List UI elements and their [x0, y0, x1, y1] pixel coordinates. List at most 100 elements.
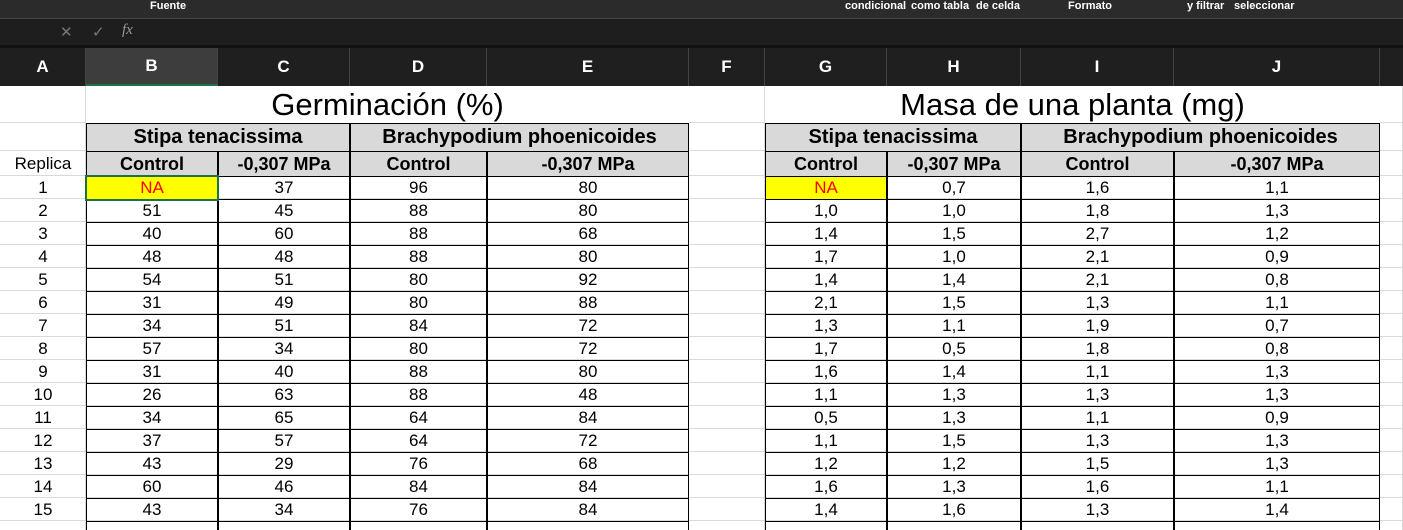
data-cell[interactable]: 84 [350, 314, 487, 338]
column-header[interactable]: I [1021, 48, 1174, 86]
data-cell[interactable]: 2,7 [1021, 222, 1174, 246]
data-cell[interactable]: 51 [86, 199, 218, 223]
grid-cell[interactable] [1380, 291, 1403, 314]
data-cell[interactable]: 1,4 [887, 360, 1021, 384]
cancel-icon[interactable]: ✕ [60, 24, 73, 41]
data-cell[interactable]: 40 [86, 222, 218, 246]
data-cell[interactable]: 1,7 [765, 337, 887, 361]
data-cell[interactable]: 34 [218, 337, 350, 361]
data-cell[interactable]: 54 [86, 268, 218, 292]
data-cell[interactable]: 1,1 [887, 314, 1021, 338]
data-cell[interactable] [487, 521, 689, 530]
data-cell[interactable]: 80 [487, 199, 689, 223]
grid-cell[interactable] [1380, 452, 1403, 475]
data-cell[interactable] [1174, 521, 1380, 530]
data-cell[interactable]: NA [86, 176, 218, 200]
data-cell[interactable] [1021, 521, 1174, 530]
data-cell[interactable]: 80 [487, 245, 689, 269]
data-cell[interactable]: 1,5 [1021, 452, 1174, 476]
data-cell[interactable]: 88 [350, 383, 487, 407]
data-cell[interactable]: 72 [487, 337, 689, 361]
data-cell[interactable] [350, 521, 487, 530]
grid-cell[interactable] [0, 245, 86, 268]
data-cell[interactable] [86, 521, 218, 530]
data-cell[interactable]: 1,3 [887, 383, 1021, 407]
data-cell[interactable]: 80 [350, 337, 487, 361]
data-cell[interactable]: 76 [350, 452, 487, 476]
data-cell[interactable]: 60 [218, 222, 350, 246]
data-cell[interactable]: 43 [86, 498, 218, 522]
grid-cell[interactable] [0, 151, 86, 176]
grid-cell[interactable] [1380, 151, 1403, 176]
grid-cell[interactable] [1380, 521, 1403, 530]
data-cell[interactable]: 49 [218, 291, 350, 315]
data-cell[interactable]: 40 [218, 360, 350, 384]
data-cell[interactable]: 45 [218, 199, 350, 223]
data-cell[interactable]: 84 [487, 406, 689, 430]
data-cell[interactable]: 1,6 [887, 498, 1021, 522]
grid-cell[interactable] [0, 498, 86, 521]
data-cell[interactable]: 1,3 [1174, 429, 1380, 453]
grid-cell[interactable] [1380, 429, 1403, 452]
grid-cell[interactable] [1380, 268, 1403, 291]
grid-cell[interactable] [689, 475, 765, 498]
data-cell[interactable]: 88 [350, 222, 487, 246]
data-cell[interactable]: 1,3 [887, 406, 1021, 430]
data-cell[interactable]: 2,1 [1021, 268, 1174, 292]
grid-cell[interactable] [689, 429, 765, 452]
data-cell[interactable]: 0,8 [1174, 268, 1380, 292]
data-cell[interactable]: 1,8 [1021, 337, 1174, 361]
grid-cell[interactable] [689, 245, 765, 268]
data-cell[interactable]: 92 [487, 268, 689, 292]
grid-cell[interactable] [1380, 86, 1403, 123]
data-cell[interactable]: 26 [86, 383, 218, 407]
toolbar-item[interactable]: Fuente [150, 0, 187, 12]
data-cell[interactable]: 1,0 [887, 245, 1021, 269]
data-cell[interactable]: 48 [86, 245, 218, 269]
data-cell[interactable]: 1,3 [1174, 360, 1380, 384]
data-cell[interactable]: 34 [86, 406, 218, 430]
data-cell[interactable]: 1,1 [1174, 475, 1380, 499]
grid-cell[interactable] [1380, 337, 1403, 360]
column-header[interactable]: C [218, 48, 350, 86]
data-cell[interactable]: NA [765, 176, 887, 200]
column-header[interactable]: A [0, 48, 86, 86]
data-cell[interactable]: 1,3 [1021, 383, 1174, 407]
data-cell[interactable]: 1,1 [765, 429, 887, 453]
grid-cell[interactable] [0, 406, 86, 429]
toolbar-item[interactable]: seleccionar [1234, 0, 1295, 12]
grid-cell[interactable] [0, 521, 86, 530]
grid-cell[interactable] [689, 360, 765, 383]
data-cell[interactable]: 1,3 [1174, 452, 1380, 476]
data-cell[interactable]: 2,1 [765, 291, 887, 315]
data-cell[interactable]: 1,3 [1021, 498, 1174, 522]
grid-cell[interactable] [689, 498, 765, 521]
grid-cell[interactable] [0, 123, 86, 151]
grid-cell[interactable] [0, 452, 86, 475]
data-cell[interactable]: 1,6 [765, 360, 887, 384]
data-cell[interactable]: 65 [218, 406, 350, 430]
data-cell[interactable]: 1,4 [765, 222, 887, 246]
toolbar-item[interactable]: y filtrar [1187, 0, 1225, 12]
data-cell[interactable]: 1,1 [1021, 360, 1174, 384]
grid-cell[interactable] [0, 199, 86, 222]
data-cell[interactable]: 29 [218, 452, 350, 476]
grid-cell[interactable] [689, 521, 765, 530]
grid-cell[interactable] [1380, 360, 1403, 383]
fx-icon[interactable]: fx [122, 22, 133, 38]
data-cell[interactable]: 48 [487, 383, 689, 407]
column-header[interactable]: H [887, 48, 1021, 86]
grid-cell[interactable] [1380, 498, 1403, 521]
column-header[interactable]: G [765, 48, 887, 86]
data-cell[interactable]: 64 [350, 406, 487, 430]
data-cell[interactable]: 1,3 [765, 314, 887, 338]
data-cell[interactable]: 1,6 [1021, 475, 1174, 499]
data-cell[interactable]: 31 [86, 291, 218, 315]
data-cell[interactable]: 34 [86, 314, 218, 338]
confirm-icon[interactable]: ✓ [92, 24, 105, 41]
grid-cell[interactable] [689, 406, 765, 429]
data-cell[interactable]: 60 [86, 475, 218, 499]
data-cell[interactable]: 1,4 [1174, 498, 1380, 522]
grid-cell[interactable] [0, 383, 86, 406]
data-cell[interactable] [765, 521, 887, 530]
